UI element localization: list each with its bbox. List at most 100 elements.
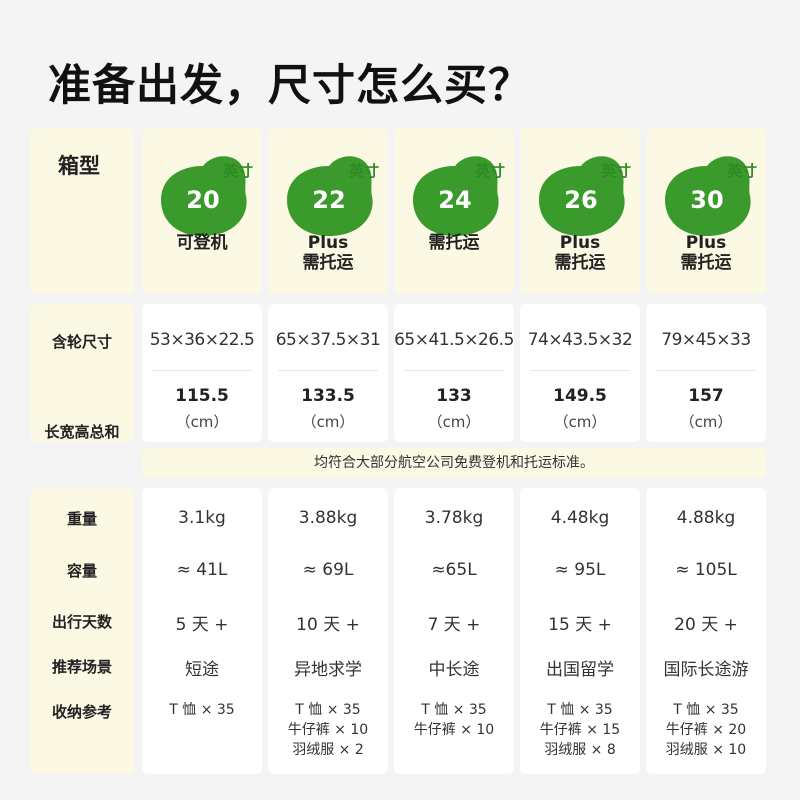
size-subtitle: 可登机	[142, 233, 262, 254]
days-value: 7 天 +	[427, 615, 481, 635]
badge-blob-shape	[161, 156, 247, 236]
size-subtitle: Plus 需托运	[520, 233, 640, 273]
row-label-dims: 含轮尺寸	[51, 333, 112, 351]
row-divider	[152, 370, 252, 371]
dimension-unit: （cm）	[427, 413, 481, 431]
row-label-scene: 推荐场景	[51, 658, 112, 676]
weight-value: 4.88kg	[676, 508, 736, 528]
pack-item: T 恤 × 35	[295, 702, 361, 718]
scene-value: 异地求学	[294, 660, 362, 680]
size-subtitle-line: Plus	[685, 233, 727, 253]
dimension-sum: 157	[688, 386, 724, 406]
size-number: 24	[438, 186, 472, 214]
dimension-cell: 65×37.5×31 133.5 （cm）	[268, 304, 388, 442]
row-label-weight: 重量	[66, 510, 97, 528]
row-divider	[656, 370, 756, 371]
size-badge: 24 英寸	[394, 144, 514, 238]
pack-item: T 恤 × 35	[421, 702, 487, 718]
pack-item: 牛仔裤 × 15	[539, 722, 621, 738]
dimension-cell: 65×41.5×26.5 133 （cm）	[394, 304, 514, 442]
dimension-cell: 53×36×22.5 115.5 （cm）	[142, 304, 262, 442]
pack-item: T 恤 × 35	[547, 702, 613, 718]
size-subtitle-line: 需托运	[302, 252, 354, 273]
pack-item: 羽绒服 × 8	[544, 742, 616, 758]
pack-item: 牛仔裤 × 10	[413, 722, 495, 738]
dimension-value: 65×37.5×31	[275, 330, 381, 350]
size-unit: 英寸	[726, 162, 757, 180]
spec-label-cell: 重量 容量 出行天数 推荐场景 收纳参考	[30, 488, 134, 774]
weight-value: 3.78kg	[424, 508, 484, 528]
size-number: 20	[186, 186, 220, 214]
dimension-unit: （cm）	[301, 413, 355, 431]
days-value: 10 天 +	[296, 615, 360, 635]
capacity-value: ≈65L	[431, 560, 477, 580]
size-column-header: 30 英寸 Plus 需托运	[646, 128, 766, 294]
row-label-sum: 长宽高总和	[44, 423, 120, 441]
size-column-header: 24 英寸 需托运	[394, 128, 514, 294]
size-subtitle: Plus 需托运	[646, 233, 766, 273]
size-badge: 30 英寸	[646, 144, 766, 238]
days-value: 20 天 +	[674, 615, 738, 635]
dimension-unit: （cm）	[679, 413, 733, 431]
pack-item: 牛仔裤 × 20	[665, 722, 747, 738]
scene-value: 出国留学	[546, 660, 614, 680]
row-divider	[530, 370, 630, 371]
spec-cell: 3.78kg ≈65L 7 天 + 中长途 T 恤 × 35 牛仔裤 × 10	[394, 488, 514, 774]
header-label-cell: 箱型	[30, 128, 134, 294]
row-divider	[278, 370, 378, 371]
pack-item: T 恤 × 35	[673, 702, 739, 718]
header-label: 箱型	[58, 154, 100, 178]
dimension-sum: 149.5	[553, 386, 607, 406]
badge-blob-shape	[665, 156, 751, 236]
dimension-unit: （cm）	[553, 413, 607, 431]
standards-note: 均符合大部分航空公司免费登机和托运标准。	[142, 448, 766, 478]
size-unit: 英寸	[348, 162, 379, 180]
pack-item: 羽绒服 × 2	[292, 742, 364, 758]
size-subtitle: 需托运	[394, 233, 514, 254]
pack-item: 牛仔裤 × 10	[287, 722, 369, 738]
spec-cell: 4.88kg ≈ 105L 20 天 + 国际长途游 T 恤 × 35 牛仔裤 × 20 羽…	[646, 488, 766, 774]
capacity-value: ≈ 69L	[302, 560, 354, 580]
page-title: 准备出发，尺寸怎么买？	[48, 61, 532, 111]
size-number: 22	[312, 186, 346, 214]
size-badge: 22 英寸	[268, 144, 388, 238]
size-subtitle-line: 需托运	[554, 252, 606, 273]
size-unit: 英寸	[222, 162, 253, 180]
badge-blob-shape	[539, 156, 625, 236]
dimension-sum: 133.5	[301, 386, 355, 406]
days-value: 15 天 +	[548, 615, 612, 635]
dimension-label-cell: 含轮尺寸 长宽高总和	[30, 304, 134, 442]
capacity-value: ≈ 95L	[554, 560, 606, 580]
size-number: 26	[564, 186, 598, 214]
dimension-sum: 115.5	[175, 386, 229, 406]
size-column-header: 22 英寸 Plus 需托运	[268, 128, 388, 294]
size-column-header: 26 英寸 Plus 需托运	[520, 128, 640, 294]
weight-value: 3.1kg	[178, 508, 226, 528]
size-subtitle-line: Plus	[307, 233, 349, 253]
dimension-value: 79×45×33	[661, 330, 751, 350]
row-label-pack: 收纳参考	[51, 703, 112, 721]
capacity-value: ≈ 105L	[675, 560, 737, 580]
badge-blob-shape	[413, 156, 499, 236]
pack-item: 羽绒服 × 10	[665, 742, 747, 758]
dimension-unit: （cm）	[175, 413, 229, 431]
dimension-cell: 79×45×33 157 （cm）	[646, 304, 766, 442]
size-subtitle-line: 需托运	[680, 252, 732, 273]
scene-value: 国际长途游	[663, 660, 749, 680]
spec-cell: 3.1kg ≈ 41L 5 天 + 短途 T 恤 × 35	[142, 488, 262, 774]
dimension-value: 74×43.5×32	[527, 330, 633, 350]
size-subtitle-line: 需托运	[428, 233, 480, 253]
scene-value: 中长途	[428, 660, 480, 680]
row-divider	[404, 370, 504, 371]
dimension-value: 53×36×22.5	[149, 330, 255, 350]
badge-blob-shape	[287, 156, 373, 236]
capacity-value: ≈ 41L	[176, 560, 228, 580]
dimension-cell: 74×43.5×32 149.5 （cm）	[520, 304, 640, 442]
dimension-sum: 133	[436, 386, 472, 406]
dimension-value: 65×41.5×26.5	[394, 330, 514, 350]
scene-value: 短途	[185, 660, 219, 680]
row-label-days: 出行天数	[51, 613, 112, 631]
row-label-capacity: 容量	[66, 562, 97, 580]
size-unit: 英寸	[600, 162, 631, 180]
size-number: 30	[690, 186, 724, 214]
